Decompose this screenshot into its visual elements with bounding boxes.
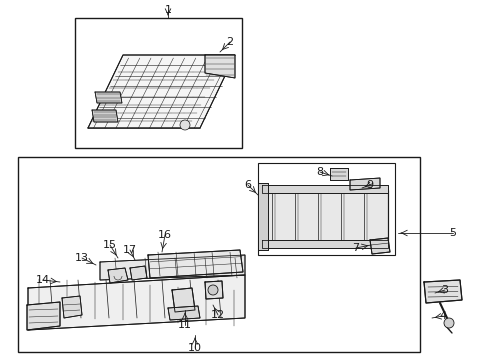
Polygon shape bbox=[168, 306, 200, 320]
Circle shape bbox=[443, 318, 453, 328]
Polygon shape bbox=[262, 190, 387, 242]
Text: 12: 12 bbox=[210, 310, 224, 320]
Text: 3: 3 bbox=[441, 285, 447, 295]
Text: 1: 1 bbox=[164, 5, 171, 15]
Polygon shape bbox=[349, 178, 379, 190]
Polygon shape bbox=[262, 240, 387, 248]
Text: 4: 4 bbox=[439, 311, 446, 321]
Bar bbox=[75, 18, 242, 148]
Text: 15: 15 bbox=[103, 240, 117, 250]
Text: 14: 14 bbox=[36, 275, 50, 285]
Text: 2: 2 bbox=[226, 37, 233, 47]
Text: 10: 10 bbox=[187, 343, 202, 353]
Polygon shape bbox=[130, 266, 147, 280]
Text: 7: 7 bbox=[352, 243, 359, 253]
Polygon shape bbox=[100, 255, 244, 280]
Polygon shape bbox=[204, 55, 235, 78]
Circle shape bbox=[207, 285, 218, 295]
Text: 17: 17 bbox=[122, 245, 137, 255]
Polygon shape bbox=[27, 302, 60, 330]
Bar bbox=[258, 163, 394, 255]
Polygon shape bbox=[148, 250, 243, 278]
Polygon shape bbox=[423, 280, 461, 303]
Polygon shape bbox=[172, 288, 195, 312]
Circle shape bbox=[180, 120, 190, 130]
Text: 6: 6 bbox=[244, 180, 251, 190]
Text: 8: 8 bbox=[316, 167, 323, 177]
Polygon shape bbox=[369, 238, 389, 254]
Text: 5: 5 bbox=[448, 228, 456, 238]
Polygon shape bbox=[204, 281, 223, 299]
Polygon shape bbox=[329, 168, 347, 180]
Polygon shape bbox=[262, 185, 387, 193]
Polygon shape bbox=[28, 275, 244, 330]
Bar bbox=[18, 157, 419, 352]
Text: 11: 11 bbox=[178, 320, 192, 330]
Polygon shape bbox=[88, 55, 235, 128]
Polygon shape bbox=[95, 92, 122, 103]
Polygon shape bbox=[108, 268, 128, 283]
Text: 9: 9 bbox=[366, 180, 373, 190]
Polygon shape bbox=[258, 183, 267, 250]
Text: 13: 13 bbox=[75, 253, 89, 263]
Text: 16: 16 bbox=[158, 230, 172, 240]
Polygon shape bbox=[92, 110, 118, 122]
Polygon shape bbox=[62, 296, 82, 318]
